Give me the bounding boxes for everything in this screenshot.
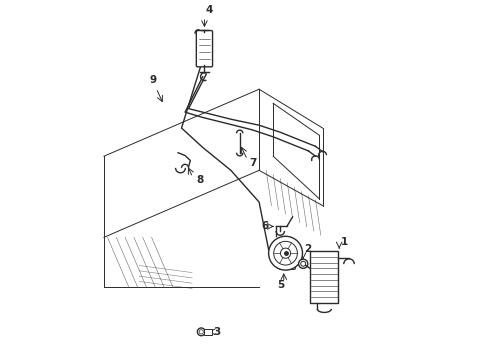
Circle shape [301, 261, 306, 266]
Text: 7: 7 [249, 158, 256, 168]
Text: 4: 4 [205, 5, 213, 15]
Text: 3: 3 [213, 327, 220, 337]
Text: 6: 6 [262, 221, 269, 231]
Circle shape [269, 236, 302, 270]
FancyBboxPatch shape [204, 329, 212, 335]
Text: 2: 2 [304, 244, 311, 254]
FancyBboxPatch shape [196, 31, 213, 67]
FancyBboxPatch shape [279, 242, 295, 269]
Circle shape [298, 259, 308, 268]
Circle shape [199, 330, 203, 334]
Circle shape [197, 328, 205, 336]
Circle shape [274, 241, 297, 265]
Text: 8: 8 [196, 175, 203, 185]
Circle shape [280, 248, 291, 258]
Text: 9: 9 [150, 75, 157, 85]
Bar [310, 251, 339, 302]
Text: 5: 5 [277, 280, 284, 290]
Text: 1: 1 [341, 237, 348, 247]
